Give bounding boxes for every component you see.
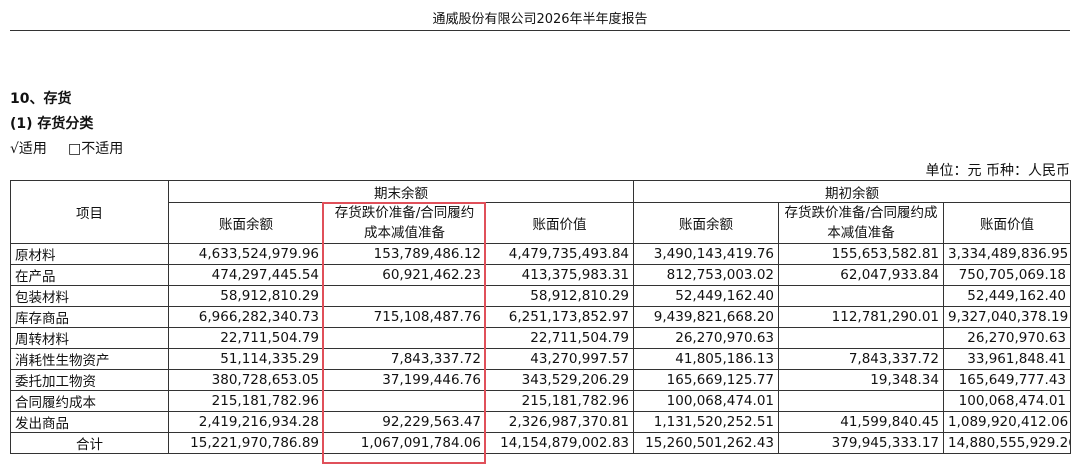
amount-cell: 379,945,333.17 xyxy=(778,432,944,454)
amount-cell: 52,449,162.40 xyxy=(633,285,779,307)
applicable: √适用 xyxy=(10,141,47,157)
amount-cell: 474,297,445.54 xyxy=(168,264,324,286)
amount-cell: 22,711,504.79 xyxy=(168,327,324,349)
row-label: 发出商品 xyxy=(10,411,169,433)
subsection-title: (1) 存货分类 xyxy=(10,116,94,132)
amount-cell xyxy=(778,285,944,307)
amount-cell: 26,270,970.63 xyxy=(943,327,1071,349)
table-row: 周转材料 22,711,504.79 22,711,504.79 26,270,970… xyxy=(10,327,1071,349)
amount-cell: 4,633,524,979.96 xyxy=(168,243,324,265)
amount-cell: 215,181,782.96 xyxy=(485,390,634,412)
table-row: 合计 15,221,970,786.89 1,067,091,784.06 14,15… xyxy=(10,432,1071,454)
amount-cell: 100,068,474.01 xyxy=(633,390,779,412)
amount-cell xyxy=(778,327,944,349)
amount-cell: 58,912,810.29 xyxy=(168,285,324,307)
amount-cell: 33,961,848.41 xyxy=(943,348,1071,370)
amount-cell: 380,728,653.05 xyxy=(168,369,324,391)
amount-cell: 165,669,125.77 xyxy=(633,369,779,391)
amount-cell: 4,479,735,493.84 xyxy=(485,243,634,265)
amount-cell: 92,229,563.47 xyxy=(323,411,486,433)
amount-cell: 14,154,879,002.83 xyxy=(485,432,634,454)
amount-cell: 2,326,987,370.81 xyxy=(485,411,634,433)
amount-cell: 6,966,282,340.73 xyxy=(168,306,324,328)
column-header: 存货跌价准备/合同履约成本减值准备 xyxy=(778,202,944,244)
table-row: 合同履约成本 215,181,782.96 215,181,782.96 100,06… xyxy=(10,390,1071,412)
amount-cell: 100,068,474.01 xyxy=(943,390,1071,412)
amount-cell: 58,912,810.29 xyxy=(485,285,634,307)
table-row: 在产品 474,297,445.54 60,921,462.23 413,375,98… xyxy=(10,264,1071,286)
amount-cell: 7,843,337.72 xyxy=(323,348,486,370)
amount-cell: 41,599,840.45 xyxy=(778,411,944,433)
amount-cell: 41,805,186.13 xyxy=(633,348,779,370)
table-row: 发出商品 2,419,216,934.28 92,229,563.47 2,326,9… xyxy=(10,411,1071,433)
table-row: 库存商品 6,966,282,340.73 715,108,487.76 6,251,… xyxy=(10,306,1071,328)
amount-cell: 37,199,446.76 xyxy=(323,369,486,391)
amount-cell: 153,789,486.12 xyxy=(323,243,486,265)
row-label: 消耗性生物资产 xyxy=(10,348,169,370)
amount-cell: 215,181,782.96 xyxy=(168,390,324,412)
table-row: 原材料 4,633,524,979.96 153,789,486.12 4,479,7… xyxy=(10,243,1071,265)
column-header: 存货跌价准备/合同履约成本减值准备 xyxy=(323,202,486,244)
header-rule xyxy=(10,30,1070,31)
amount-cell: 3,490,143,419.76 xyxy=(633,243,779,265)
item-header: 项目 xyxy=(10,180,169,244)
amount-cell: 62,047,933.84 xyxy=(778,264,944,286)
amount-cell: 9,327,040,378.19 xyxy=(943,306,1071,328)
table-row: 包装材料 58,912,810.29 58,912,810.29 52,449,162… xyxy=(10,285,1071,307)
section-title: 10、存货 xyxy=(10,91,72,107)
row-label: 周转材料 xyxy=(10,327,169,349)
amount-cell: 51,114,335.29 xyxy=(168,348,324,370)
amount-cell: 2,419,216,934.28 xyxy=(168,411,324,433)
report-header: 通威股份有限公司2026年半年度报告 xyxy=(432,12,648,27)
amount-cell: 1,067,091,784.06 xyxy=(323,432,486,454)
table-row: 委托加工物资 380,728,653.05 37,199,446.76 343,529… xyxy=(10,369,1071,391)
amount-cell: 43,270,997.57 xyxy=(485,348,634,370)
amount-cell: 52,449,162.40 xyxy=(943,285,1071,307)
amount-cell: 715,108,487.76 xyxy=(323,306,486,328)
amount-cell: 155,653,582.81 xyxy=(778,243,944,265)
amount-cell: 26,270,970.63 xyxy=(633,327,779,349)
row-label: 库存商品 xyxy=(10,306,169,328)
amount-cell: 1,131,520,252.51 xyxy=(633,411,779,433)
amount-cell: 750,705,069.18 xyxy=(943,264,1071,286)
amount-cell: 60,921,462.23 xyxy=(323,264,486,286)
amount-cell: 6,251,173,852.97 xyxy=(485,306,634,328)
row-label: 合同履约成本 xyxy=(10,390,169,412)
amount-cell: 7,843,337.72 xyxy=(778,348,944,370)
amount-cell: 1,089,920,412.06 xyxy=(943,411,1071,433)
amount-cell: 812,753,003.02 xyxy=(633,264,779,286)
not-applicable: □不适用 xyxy=(68,141,124,157)
amount-cell: 22,711,504.79 xyxy=(485,327,634,349)
amount-cell: 19,348.34 xyxy=(778,369,944,391)
group-header: 期初余额 xyxy=(633,180,1071,203)
column-header: 账面余额 xyxy=(633,202,779,244)
amount-cell: 15,260,501,262.43 xyxy=(633,432,779,454)
group-header: 期末余额 xyxy=(168,180,634,203)
amount-cell xyxy=(778,390,944,412)
amount-cell: 165,649,777.43 xyxy=(943,369,1071,391)
amount-cell: 9,439,821,668.20 xyxy=(633,306,779,328)
column-header: 账面余额 xyxy=(168,202,324,244)
column-header: 账面价值 xyxy=(485,202,634,244)
amount-cell xyxy=(323,327,486,349)
amount-cell: 112,781,290.01 xyxy=(778,306,944,328)
amount-cell: 15,221,970,786.89 xyxy=(168,432,324,454)
row-label: 合计 xyxy=(10,432,169,454)
inventory-table: 项目 期末余额 期初余额 账面余额 存货跌价准备/合同履约成本减值准备 账面价值 账面… xyxy=(10,180,1071,454)
amount-cell: 3,334,489,836.95 xyxy=(943,243,1071,265)
amount-cell: 343,529,206.29 xyxy=(485,369,634,391)
row-label: 在产品 xyxy=(10,264,169,286)
unit-note: 单位：元 币种：人民币 xyxy=(925,163,1070,179)
table-row: 消耗性生物资产 51,114,335.29 7,843,337.72 43,270,9… xyxy=(10,348,1071,370)
amount-cell xyxy=(323,285,486,307)
amount-cell xyxy=(323,390,486,412)
row-label: 包装材料 xyxy=(10,285,169,307)
row-label: 委托加工物资 xyxy=(10,369,169,391)
column-header: 账面价值 xyxy=(943,202,1071,244)
row-label: 原材料 xyxy=(10,243,169,265)
amount-cell: 413,375,983.31 xyxy=(485,264,634,286)
amount-cell: 14,880,555,929.26 xyxy=(943,432,1071,454)
